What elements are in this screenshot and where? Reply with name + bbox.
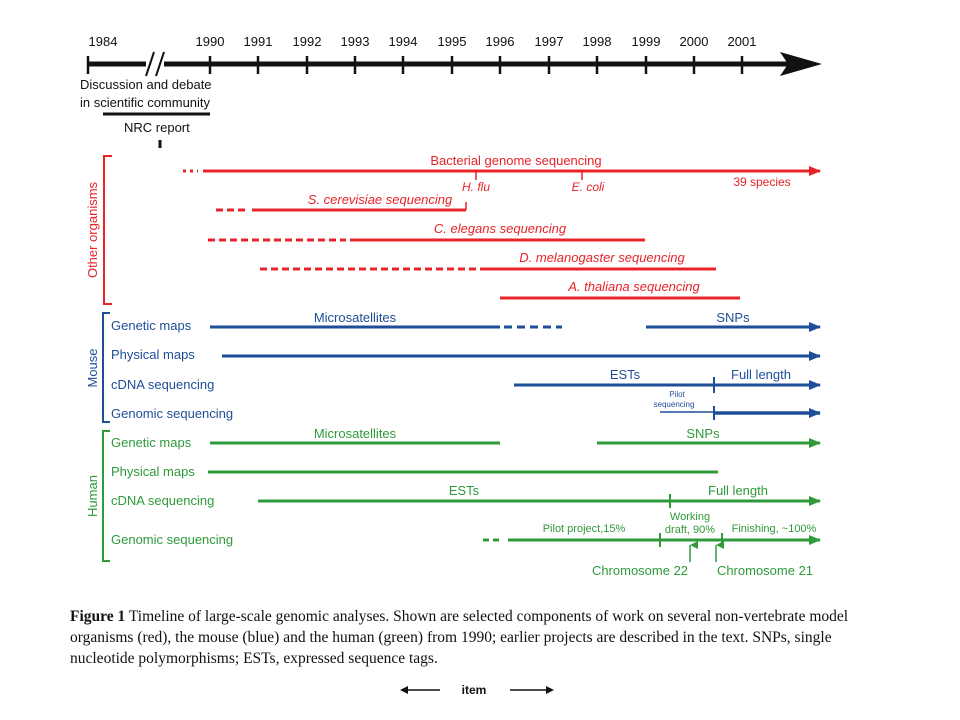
bacterial-sequencing-label: Bacterial genome sequencing [430, 153, 601, 168]
species-count-label: 39 species [733, 175, 790, 189]
human-genomic-label: Genomic sequencing [111, 532, 233, 547]
scerevisiae-label: S. cerevisiae sequencing [308, 192, 453, 207]
year-label-1999: 1999 [632, 34, 661, 49]
chr21-label: Chromosome 21 [717, 563, 813, 578]
year-label-1992: 1992 [293, 34, 322, 49]
discussion-annotation: Discussion and debate in scientific comm… [80, 77, 212, 148]
year-label-1994: 1994 [389, 34, 418, 49]
mouse-cdna-label: cDNA sequencing [111, 377, 214, 392]
hflu-label: H. flu [462, 180, 490, 194]
other-organisms-group: Other organisms Bacterial genome sequenc… [85, 153, 821, 305]
year-label-2001: 2001 [728, 34, 757, 49]
human-pilot-project-label: Pilot project,15% [543, 523, 626, 535]
year-label-1998: 1998 [583, 34, 612, 49]
year-axis: 1984 1990 1991 1992 1993 1994 1995 1996 … [86, 34, 822, 77]
ecoli-label: E. coli [572, 180, 605, 194]
year-label-1995: 1995 [438, 34, 467, 49]
year-label-1996: 1996 [486, 34, 515, 49]
chr22-label: Chromosome 22 [592, 563, 688, 578]
human-working-draft-line1: Working [670, 511, 710, 523]
axis-ticks [86, 56, 744, 74]
human-working-draft-line2: draft, 90% [665, 524, 715, 536]
year-label-1990: 1990 [196, 34, 225, 49]
year-label-1991: 1991 [244, 34, 273, 49]
celegans-label: C. elegans sequencing [434, 221, 567, 236]
caption-lead: Figure 1 [70, 608, 126, 625]
item-navigation[interactable]: item [398, 680, 558, 700]
mouse-ests-label: ESTs [610, 367, 641, 382]
mouse-full-length-label: Full length [731, 367, 791, 382]
mouse-pilot-label-line2: sequencing [654, 400, 695, 409]
discussion-label-line1: Discussion and debate [80, 77, 212, 92]
year-label-1997: 1997 [535, 34, 564, 49]
axis-arrow-head [780, 52, 822, 76]
item-nav-label: item [462, 683, 487, 697]
axis-break-marks [145, 51, 165, 77]
human-finishing-label: Finishing, ~100% [732, 523, 817, 535]
human-microsatellites-label: Microsatellites [314, 426, 397, 441]
athaliana-label: A. thaliana sequencing [567, 279, 700, 294]
nrc-report-label: NRC report [124, 120, 190, 135]
mouse-snps-label: SNPs [716, 310, 750, 325]
human-label: Human [85, 475, 100, 517]
year-label-1984: 1984 [89, 34, 118, 49]
genomics-timeline-figure: 1984 1990 1991 1992 1993 1994 1995 1996 … [80, 34, 822, 578]
human-ests-label: ESTs [449, 483, 480, 498]
human-cdna-label: cDNA sequencing [111, 493, 214, 508]
next-arrow-icon[interactable] [510, 686, 554, 694]
discussion-label-line2: in scientific community [80, 95, 211, 110]
mouse-physical-maps-label: Physical maps [111, 347, 195, 362]
human-group: Human Genetic maps Microsatellites SNPs … [85, 426, 821, 578]
mouse-bracket [102, 312, 110, 423]
year-label-2000: 2000 [680, 34, 709, 49]
mouse-genomic-label: Genomic sequencing [111, 406, 233, 421]
human-full-length-label: Full length [708, 483, 768, 498]
figure-caption: Figure 1 Timeline of large-scale genomic… [70, 606, 880, 669]
mouse-label: Mouse [85, 348, 100, 387]
caption-text: Timeline of large-scale genomic analyses… [70, 608, 849, 667]
mouse-genetic-maps-label: Genetic maps [111, 318, 192, 333]
mouse-pilot-label-line1: Pilot [669, 390, 685, 399]
human-physical-maps-label: Physical maps [111, 464, 195, 479]
other-organisms-label: Other organisms [85, 181, 100, 278]
mouse-microsatellites-label: Microsatellites [314, 310, 397, 325]
other-organisms-bracket [103, 155, 112, 305]
year-label-1993: 1993 [341, 34, 370, 49]
human-genetic-maps-label: Genetic maps [111, 435, 192, 450]
human-snps-label: SNPs [686, 426, 720, 441]
mouse-group: Mouse Genetic maps Microsatellites SNPs … [85, 310, 821, 423]
dmelanogaster-label: D. melanogaster sequencing [519, 250, 685, 265]
human-bracket [102, 430, 110, 562]
previous-arrow-icon[interactable] [400, 686, 440, 694]
